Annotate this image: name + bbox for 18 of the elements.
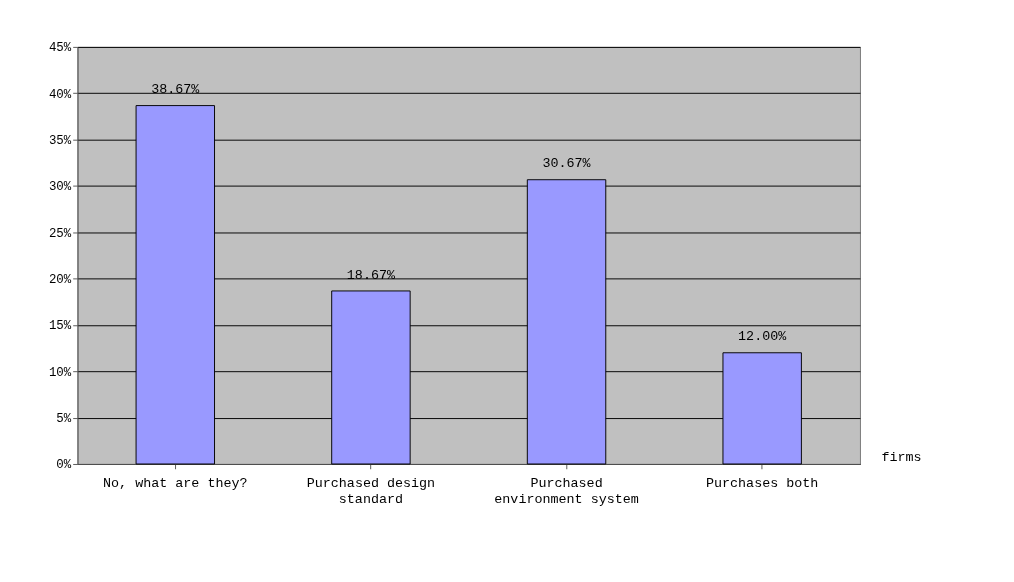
data-label: 38.67% — [151, 82, 201, 98]
x-tick-label: Purchased environment system — [494, 476, 639, 507]
y-tick-label: 15% — [48, 319, 72, 334]
data-label: 30.67% — [542, 156, 592, 172]
y-tick-label: 10% — [48, 365, 72, 380]
y-tick-label: 0% — [56, 458, 72, 473]
y-tick-label: 30% — [48, 180, 72, 195]
data-label: 12.00% — [738, 329, 788, 345]
y-tick-label: 45% — [48, 41, 72, 56]
y-tick-label: 25% — [48, 226, 72, 241]
x-tick-label: No, what are they? — [103, 476, 248, 492]
y-tick-label: 35% — [48, 133, 72, 148]
y-tick-label: 20% — [48, 272, 72, 287]
x-tick-label: Purchases both — [705, 476, 819, 492]
x-tick-label: Purchased design standard — [306, 476, 436, 507]
y-tick-label: 5% — [56, 411, 72, 426]
y-tick-label: 40% — [48, 87, 72, 102]
x-axis-title: firms — [881, 449, 922, 465]
